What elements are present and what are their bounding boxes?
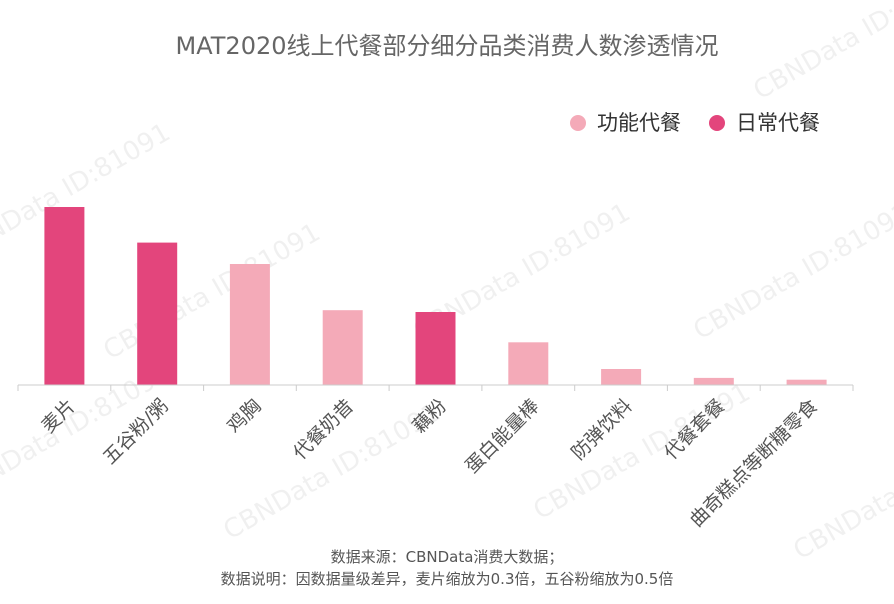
bar-4 (415, 312, 456, 385)
bar-1 (137, 242, 178, 385)
x-tick-label-5: 蛋白能量棒 (461, 395, 544, 478)
bar-6 (601, 369, 642, 385)
watermark-text: CBNData ID:81091 (749, 0, 894, 106)
chart-title: MAT2020线上代餐部分细分品类消费人数渗透情况 (176, 32, 719, 60)
bar-2 (229, 264, 270, 385)
bar-3 (322, 310, 363, 385)
legend-label-functional: 功能代餐 (597, 111, 681, 135)
source-line-2: 数据说明：因数据量级差异，麦片缩放为0.3倍，五谷粉缩放为0.5倍 (221, 570, 674, 588)
bar-8 (786, 379, 827, 385)
legend-item-daily: 日常代餐 (709, 111, 820, 135)
legend-label-daily: 日常代餐 (736, 111, 820, 135)
watermark-text: CBNData ID:81091 (689, 198, 894, 346)
legend: 功能代餐 日常代餐 (570, 111, 820, 135)
x-axis-ticks (17, 385, 854, 391)
legend-swatch-daily (709, 115, 725, 131)
legend-item-functional: 功能代餐 (570, 111, 681, 135)
bar-5 (508, 342, 549, 385)
watermark-layer: CBNData ID:81091 CBNData ID:81091 CBNData … (0, 0, 894, 566)
source-line-1: 数据来源：CBNData消费大数据； (331, 548, 564, 566)
watermark-text: CBNData ID:81091 (99, 218, 326, 366)
bar-7 (693, 377, 734, 385)
bar-group (44, 207, 827, 385)
watermark-text: CBNData ID:81091 (789, 418, 894, 566)
legend-swatch-functional (570, 115, 586, 131)
bar-0 (44, 207, 85, 385)
x-tick-label-2: 鸡胸 (223, 395, 265, 437)
